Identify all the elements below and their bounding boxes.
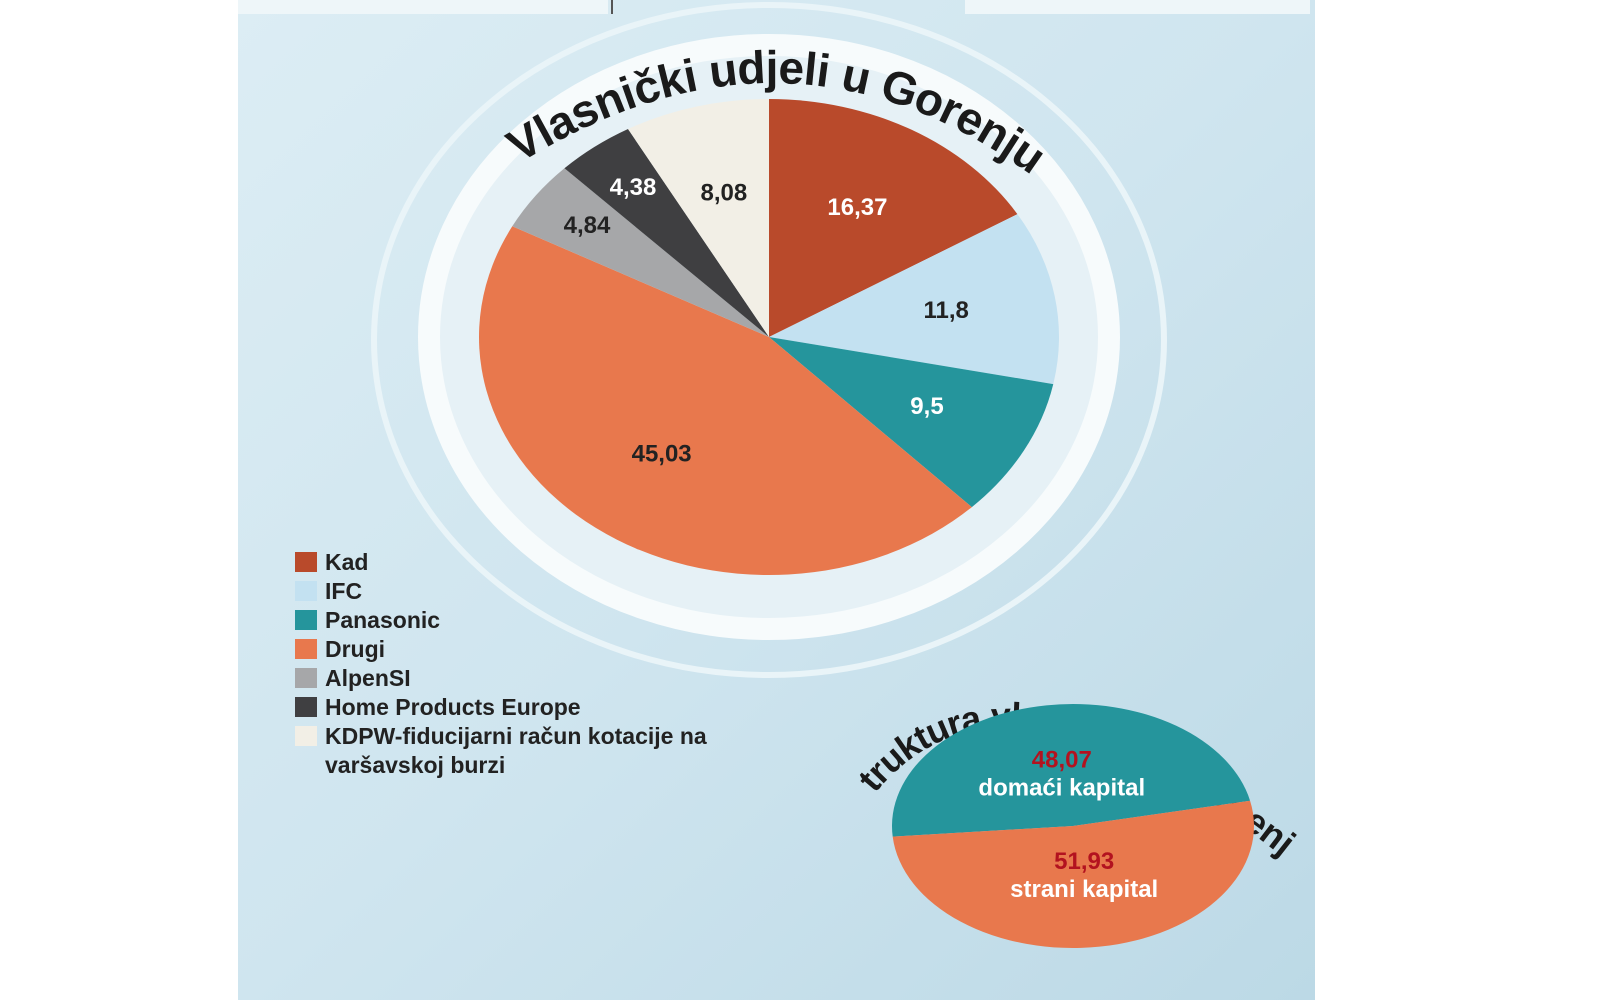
legend-swatch [295,726,317,746]
value-label: 11,8 [923,297,968,324]
legend-swatch [295,581,317,601]
legend-item: Drugi [295,635,755,664]
legend-label: AlpenSI [325,665,411,691]
panel [965,0,1310,14]
door-ring [371,2,1167,678]
value-label: 4,38 [610,174,657,201]
legend-item: AlpenSI [295,664,755,693]
legend-label: IFC [325,578,363,604]
legend-swatch [295,639,317,659]
legend-label: Kad [325,549,369,575]
value-label: 45,03 [632,441,692,468]
legend-item: KDPW-fiducijarni račun kotacije na varša… [295,722,755,780]
value-label: 51,93 [1054,848,1114,875]
panel [238,0,608,14]
value-label: 4,84 [564,212,611,239]
category-label: domaći kapital [978,775,1145,802]
legend-label: Home Products Europe [325,694,581,720]
legend-item: Kad [295,548,755,577]
pie-slice [628,99,769,337]
legend-label: Drugi [325,636,386,662]
pie-slice [479,226,972,575]
legend-label: Panasonic [325,607,441,633]
pie-slice [892,800,1254,948]
value-label: 8,08 [700,180,747,207]
value-label: 48,07 [1032,747,1092,774]
pie-slice [769,337,1054,508]
pie-slice [892,703,1251,837]
legend-swatch [295,610,317,630]
pie-slice [769,214,1059,385]
legend-item: Home Products Europe [295,693,755,722]
pie-slice [512,168,769,337]
legend-swatch [295,552,317,572]
legend-swatch [295,697,317,717]
pies: 16,37 11,8 9,5 45,03 4,84 4,38 8,08 48,07domaći… [479,99,1254,948]
legend-label: KDPW-fiducijarni račun kotacije na varša… [325,723,707,778]
pie-slice [769,99,1018,337]
value-label: 9,5 [910,393,943,420]
legend-item: Panasonic [295,606,755,635]
category-label: strani kapital [1010,876,1158,903]
legend: Kad IFC Panasonic Drugi AlpenSI Home Products… [295,548,755,780]
legend-swatch [295,668,317,688]
pie-slice [564,129,769,337]
legend-item: IFC [295,577,755,606]
value-label: 16,37 [827,194,887,221]
